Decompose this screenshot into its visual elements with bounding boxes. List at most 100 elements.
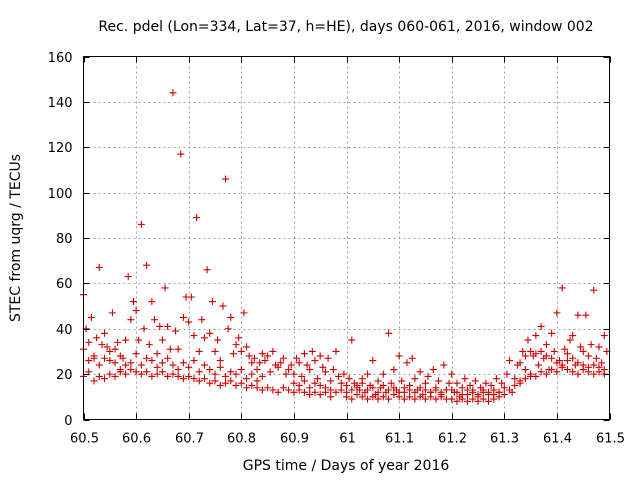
data-point (101, 329, 109, 337)
data-point (127, 366, 135, 374)
data-point (285, 366, 293, 374)
data-point (385, 395, 393, 403)
data-point (122, 336, 130, 344)
data-point (490, 391, 498, 399)
data-point (563, 366, 571, 374)
data-point (345, 375, 353, 383)
data-point (143, 261, 151, 269)
data-point (229, 350, 237, 358)
data-point (579, 347, 587, 355)
data-point (340, 370, 348, 378)
data-point (421, 386, 429, 394)
y-tick-label: 60 (56, 277, 73, 292)
data-point (200, 361, 208, 369)
data-point (151, 316, 159, 324)
data-point (158, 368, 166, 376)
data-point (369, 384, 377, 392)
data-point (279, 384, 287, 392)
data-point (374, 377, 382, 385)
data-point (432, 395, 440, 403)
data-point (129, 298, 137, 306)
data-point (416, 368, 424, 376)
data-point (103, 343, 111, 351)
data-point (148, 372, 156, 380)
data-point (222, 372, 230, 380)
data-point (479, 386, 487, 394)
x-tick-label: 60.7 (175, 432, 204, 447)
data-point (469, 388, 477, 396)
data-point (85, 357, 93, 365)
data-point (542, 341, 550, 349)
data-point (550, 347, 558, 355)
y-tick-label: 80 (56, 232, 73, 247)
data-point (337, 379, 345, 387)
data-point (111, 359, 119, 367)
data-point (237, 379, 245, 387)
data-point (290, 370, 298, 378)
data-point (463, 397, 471, 405)
data-point (390, 366, 398, 374)
x-tick-label: 61.4 (543, 432, 572, 447)
data-point (432, 386, 440, 394)
data-point (553, 368, 561, 376)
data-point (274, 388, 282, 396)
data-point (227, 377, 235, 385)
data-point (258, 350, 266, 358)
data-point (101, 375, 109, 383)
data-point (95, 361, 103, 369)
data-point (437, 388, 445, 396)
data-point (327, 393, 335, 401)
data-point (177, 150, 185, 158)
data-point (116, 352, 124, 360)
data-point (398, 377, 406, 385)
data-point (185, 318, 193, 326)
data-point (569, 368, 577, 376)
data-point (169, 370, 177, 378)
data-point (390, 384, 398, 392)
data-point (374, 388, 382, 396)
data-point (574, 311, 582, 319)
data-point (140, 325, 148, 333)
data-point (495, 388, 503, 396)
data-point (348, 395, 356, 403)
x-tick-label: 61.3 (490, 432, 519, 447)
data-point (253, 377, 261, 385)
data-point (548, 329, 556, 337)
data-point (374, 395, 382, 403)
data-point (158, 336, 166, 344)
data-point (400, 384, 408, 392)
data-point (500, 384, 508, 392)
data-point (116, 368, 124, 376)
data-point (240, 309, 248, 317)
data-point (500, 391, 508, 399)
data-point (122, 370, 130, 378)
data-point (598, 359, 606, 367)
data-point (492, 375, 500, 383)
data-point (95, 263, 103, 271)
x-axis-label: GPS time / Days of year 2016 (243, 458, 450, 474)
y-tick-labels: 0 20 40 60 80 100 120 140 160 (48, 51, 73, 429)
data-point (264, 384, 272, 392)
data-point (553, 309, 561, 317)
data-point (266, 368, 274, 376)
data-point (466, 381, 474, 389)
data-point (553, 359, 561, 367)
data-point (179, 313, 187, 321)
data-point (277, 359, 285, 367)
data-point (248, 381, 256, 389)
data-point (574, 370, 582, 378)
data-point (343, 393, 350, 401)
data-point (487, 381, 495, 389)
data-point (269, 347, 277, 355)
data-point (474, 397, 482, 405)
data-point (421, 379, 429, 387)
data-point (506, 386, 514, 394)
data-point (471, 377, 479, 385)
data-point (448, 395, 456, 403)
data-point (222, 379, 230, 387)
x-tick-label: 60.9 (280, 432, 309, 447)
data-point (161, 284, 169, 292)
data-point (287, 361, 295, 369)
data-point (364, 386, 372, 394)
